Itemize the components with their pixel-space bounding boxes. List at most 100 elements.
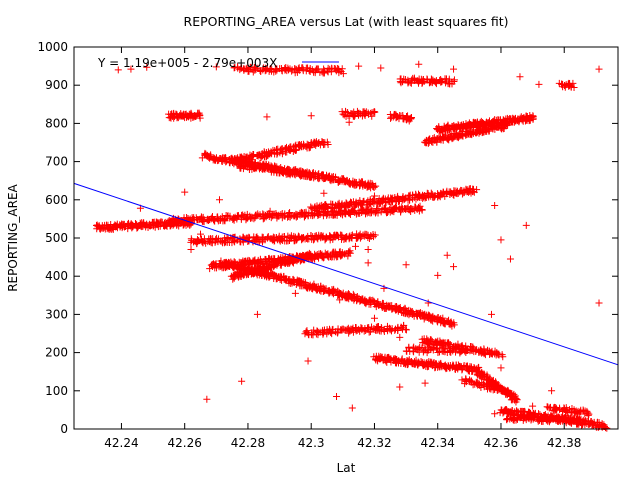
data-point bbox=[371, 108, 379, 116]
data-point bbox=[443, 251, 451, 259]
data-point bbox=[603, 424, 611, 432]
data-point bbox=[358, 326, 366, 334]
data-point bbox=[370, 314, 378, 322]
data-point bbox=[406, 206, 414, 214]
data-point bbox=[252, 163, 260, 171]
data-point bbox=[498, 387, 506, 395]
data-point bbox=[397, 79, 405, 87]
data-point bbox=[263, 113, 271, 121]
data-point bbox=[522, 221, 530, 229]
data-point bbox=[215, 196, 223, 204]
data-point bbox=[467, 189, 475, 197]
data-point bbox=[363, 230, 371, 238]
data-point bbox=[221, 154, 229, 162]
data-point bbox=[202, 239, 210, 247]
data-point bbox=[475, 364, 483, 372]
y-tick-label: 700 bbox=[45, 155, 68, 169]
data-point bbox=[475, 380, 483, 388]
legend-label: Y = 1.19e+005 - 2.79e+003X bbox=[97, 56, 277, 70]
data-point bbox=[220, 216, 228, 224]
x-tick-label: 42.24 bbox=[104, 436, 138, 450]
data-point bbox=[424, 137, 432, 145]
data-point bbox=[517, 413, 525, 421]
data-point bbox=[328, 330, 336, 338]
data-point bbox=[247, 265, 255, 273]
data-point bbox=[326, 236, 334, 244]
data-point bbox=[299, 65, 307, 73]
data-point bbox=[399, 193, 407, 201]
data-point bbox=[127, 65, 135, 73]
data-point bbox=[374, 298, 382, 306]
data-point bbox=[450, 78, 458, 86]
data-point bbox=[464, 346, 472, 354]
data-point bbox=[303, 327, 311, 335]
data-point bbox=[473, 186, 481, 194]
data-point bbox=[380, 284, 388, 292]
data-point bbox=[453, 344, 461, 352]
data-point bbox=[570, 83, 578, 91]
data-point bbox=[320, 189, 328, 197]
data-point bbox=[370, 183, 378, 191]
data-point bbox=[250, 64, 258, 72]
data-point bbox=[424, 190, 432, 198]
data-point bbox=[291, 289, 299, 297]
data-point bbox=[266, 207, 274, 215]
data-point bbox=[499, 353, 507, 361]
data-point bbox=[269, 164, 277, 172]
data-point bbox=[305, 169, 313, 177]
data-point bbox=[238, 377, 246, 385]
data-point bbox=[370, 108, 378, 116]
data-point bbox=[339, 211, 347, 219]
data-point bbox=[334, 329, 342, 337]
data-point bbox=[366, 328, 374, 336]
data-point bbox=[369, 296, 377, 304]
data-point bbox=[467, 127, 475, 135]
data-point bbox=[305, 144, 313, 152]
data-point bbox=[427, 336, 435, 344]
data-point bbox=[327, 68, 335, 76]
data-point bbox=[339, 70, 347, 78]
data-point bbox=[253, 310, 261, 318]
data-point bbox=[236, 66, 244, 74]
x-axis: 42.24 42.26 42.28 42.3 42.32 42.34 42.36 42.38 bbox=[104, 47, 581, 450]
x-axis-label: Lat bbox=[337, 461, 356, 475]
data-point bbox=[348, 404, 356, 412]
data-point bbox=[180, 217, 188, 225]
data-point bbox=[568, 405, 576, 413]
data-point bbox=[212, 63, 220, 71]
y-tick-label: 100 bbox=[45, 384, 68, 398]
data-point bbox=[199, 239, 207, 247]
data-point bbox=[245, 269, 253, 277]
data-point bbox=[203, 395, 211, 403]
data-point bbox=[350, 112, 358, 120]
data-point bbox=[297, 172, 305, 180]
data-point bbox=[458, 376, 466, 384]
x-tick-label: 42.26 bbox=[168, 436, 202, 450]
data-point bbox=[542, 413, 550, 421]
data-point bbox=[406, 196, 414, 204]
x-tick-label: 42.34 bbox=[421, 436, 455, 450]
data-point bbox=[434, 271, 442, 279]
chart-title: REPORTING_AREA versus Lat (with least sq… bbox=[184, 14, 509, 29]
data-point bbox=[188, 236, 196, 244]
data-point bbox=[230, 237, 238, 245]
data-point bbox=[497, 364, 505, 372]
data-point bbox=[512, 416, 520, 424]
data-point bbox=[458, 366, 466, 374]
data-point bbox=[402, 261, 410, 269]
data-point bbox=[595, 299, 603, 307]
data-point bbox=[357, 233, 365, 241]
data-point bbox=[487, 310, 495, 318]
data-point bbox=[304, 357, 312, 365]
y-tick-label: 0 bbox=[60, 422, 68, 436]
data-point bbox=[310, 236, 318, 244]
data-point bbox=[310, 326, 318, 334]
data-point bbox=[197, 230, 205, 238]
data-point bbox=[307, 250, 315, 258]
data-point bbox=[503, 416, 511, 424]
x-tick-label: 42.28 bbox=[231, 436, 265, 450]
y-tick-label: 600 bbox=[45, 193, 68, 207]
data-point bbox=[600, 421, 608, 429]
data-point bbox=[368, 179, 376, 187]
